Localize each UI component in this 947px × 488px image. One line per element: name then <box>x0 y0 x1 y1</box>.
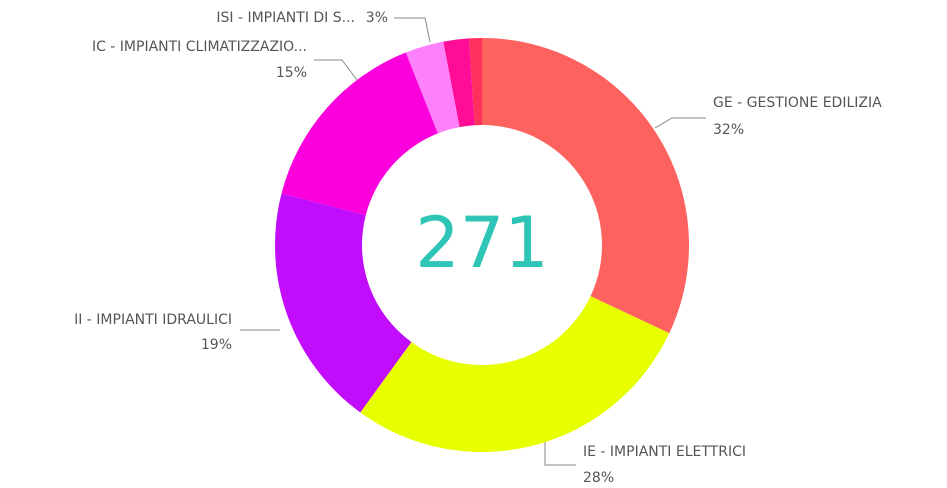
donut-slice <box>360 296 670 452</box>
slice-value-label: 3% <box>366 10 388 26</box>
leader-line <box>394 17 431 43</box>
slice-label: IC - IMPIANTI CLIMATIZZAZIO... <box>92 39 307 55</box>
donut-slice <box>281 52 438 216</box>
leader-line <box>654 117 706 129</box>
slice-label: GE - GESTIONE EDILIZIA <box>713 95 882 111</box>
slice-label: ISI - IMPIANTI DI S... <box>216 10 355 26</box>
slice-value-label: 19% <box>201 337 232 353</box>
slice-label: II - IMPIANTI IDRAULICI <box>74 312 232 328</box>
slice-value-label: 15% <box>276 65 307 81</box>
donut-slice <box>405 41 460 134</box>
donut-slice <box>469 38 482 126</box>
slice-value-label: 28% <box>583 470 614 486</box>
leader-line <box>544 440 576 466</box>
slice-value-label: 32% <box>713 122 744 138</box>
donut-slice <box>482 38 689 334</box>
center-label: 271 <box>415 202 549 284</box>
donut-slice <box>275 193 412 413</box>
donut-slice <box>443 38 475 128</box>
leader-line <box>314 59 358 81</box>
slice-label: IE - IMPIANTI ELETTRICI <box>583 444 746 460</box>
